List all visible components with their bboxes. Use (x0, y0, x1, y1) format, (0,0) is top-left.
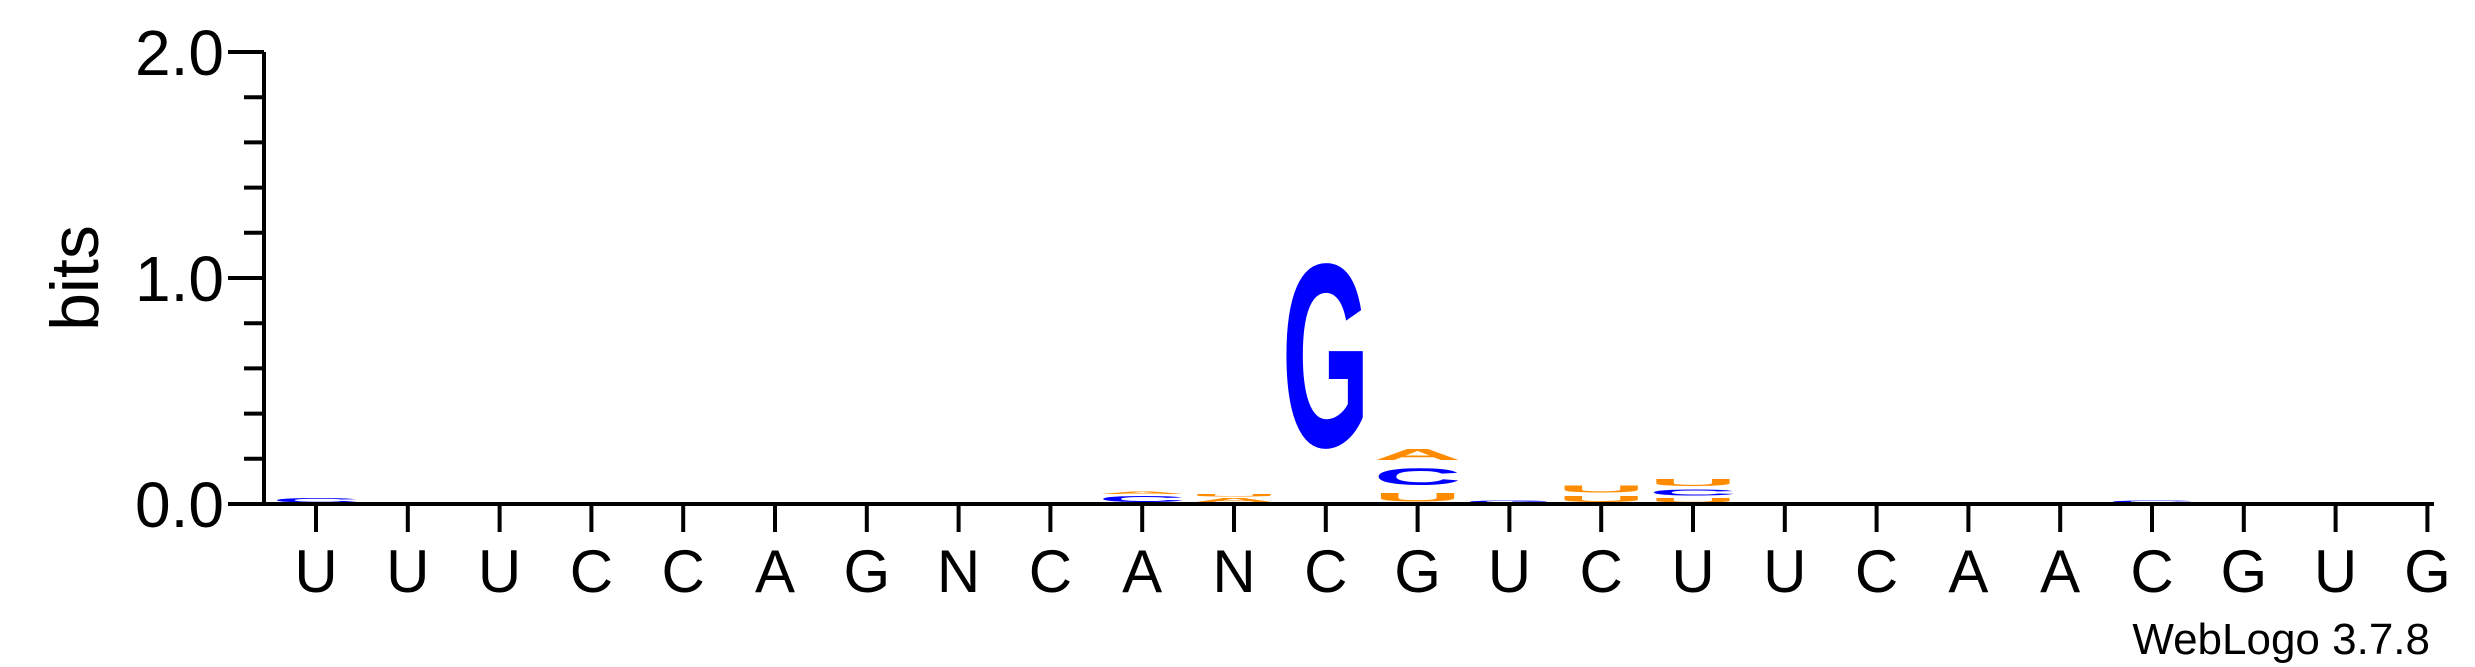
x-tick-label: U (478, 538, 521, 605)
x-tick-label: G (1394, 538, 1441, 605)
x-tick-label: C (2130, 538, 2173, 605)
y-axis-ticks: 0.0 1.0 2.0 (135, 17, 264, 541)
logo-letter-U: U (1374, 491, 1462, 504)
x-tick-label: N (1212, 538, 1255, 605)
letter-stacks: CCAAUGUCAGUUUCUCC (272, 209, 2196, 504)
logo-letter-U: U (1649, 497, 1737, 504)
y-tick-label: 2.0 (135, 17, 224, 89)
x-tick-label: U (1671, 538, 1714, 605)
logo-letter-U: U (1557, 495, 1645, 504)
logo-letter-G: G (1465, 499, 1553, 503)
x-tick-label: C (662, 538, 705, 605)
y-tick-label: 0.0 (135, 469, 224, 541)
x-tick-label: A (1948, 538, 1988, 605)
x-tick-label: U (2314, 538, 2357, 605)
x-tick-label: G (2404, 538, 2451, 605)
x-tick-label: U (1763, 538, 1806, 605)
x-tick-label: U (1488, 538, 1531, 605)
logo-letter-A: A (1190, 497, 1278, 504)
logo-letter-C: C (2108, 500, 2196, 504)
x-tick-label: C (1304, 538, 1347, 605)
logo-letter-C: C (1098, 495, 1186, 504)
logo-letter-C: C (1649, 488, 1737, 497)
x-tick-label: A (755, 538, 795, 605)
logo-letter-U: U (1190, 493, 1278, 497)
x-tick-label: A (1122, 538, 1162, 605)
x-tick-label: A (2040, 538, 2080, 605)
logo-letter-A: A (1374, 445, 1462, 463)
x-tick-label: C (1855, 538, 1898, 605)
logo-letter-U: U (1557, 484, 1645, 495)
logo-letter-C: C (1374, 463, 1462, 490)
y-axis-label: bits (37, 225, 113, 331)
weblogo-credit: WebLogo 3.7.8 (2132, 615, 2430, 664)
x-tick-label: G (843, 538, 890, 605)
logo-letter-C: C (272, 497, 360, 504)
x-tick-label: C (1580, 538, 1623, 605)
x-tick-label: U (294, 538, 337, 605)
x-tick-label: U (386, 538, 429, 605)
logo-letter-U: U (1649, 477, 1737, 488)
x-tick-label: N (937, 538, 980, 605)
x-tick-label: C (1029, 538, 1072, 605)
y-tick-label: 1.0 (135, 243, 224, 315)
x-tick-label: C (570, 538, 613, 605)
x-tick-label: G (2220, 538, 2267, 605)
logo-letter-G: G (1282, 209, 1370, 502)
logo-letter-A: A (1098, 490, 1186, 494)
